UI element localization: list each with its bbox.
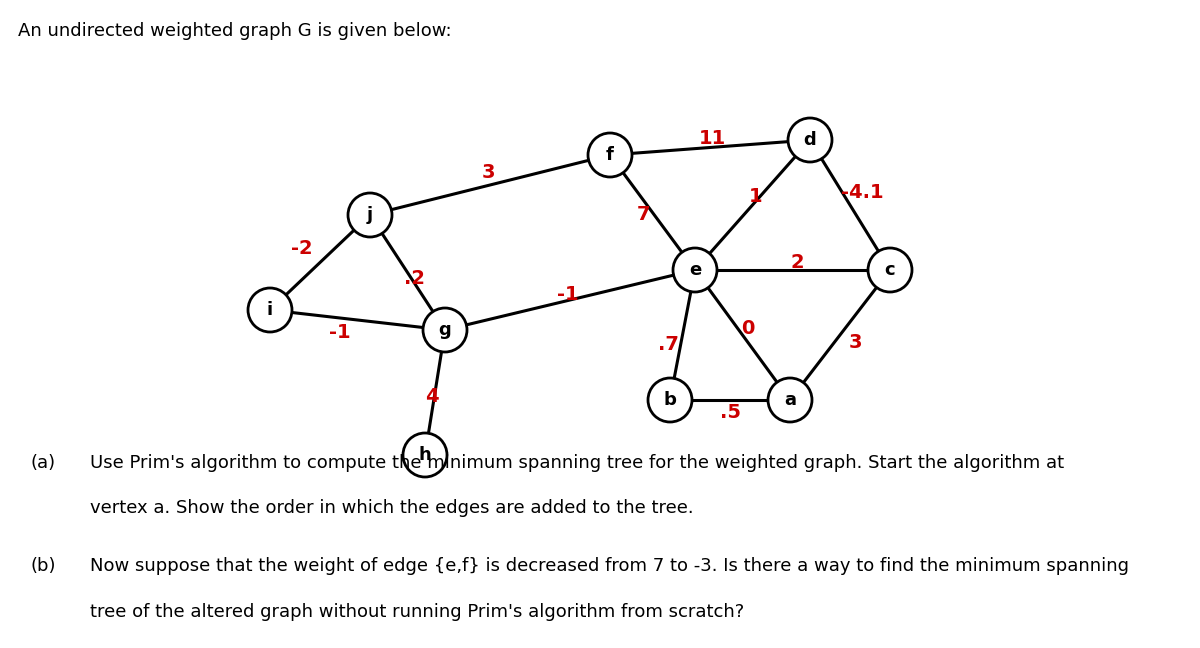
Circle shape [424,308,467,352]
Text: (a): (a) [30,454,55,472]
Text: vertex a. Show the order in which the edges are added to the tree.: vertex a. Show the order in which the ed… [90,499,694,517]
Circle shape [648,378,692,422]
Text: .5: .5 [720,404,740,422]
Text: 11: 11 [698,128,726,148]
Text: 3: 3 [481,163,494,183]
Text: 7: 7 [636,205,649,224]
Circle shape [348,193,392,237]
Circle shape [248,288,292,332]
Circle shape [403,433,446,477]
Text: -1: -1 [329,323,350,341]
Text: f: f [606,146,614,164]
Text: -2: -2 [292,238,313,257]
Text: c: c [884,261,895,279]
Text: -1: -1 [557,286,578,305]
Text: tree of the altered graph without running Prim's algorithm from scratch?: tree of the altered graph without runnin… [90,603,744,621]
Text: 0: 0 [742,319,755,338]
Text: -4.1: -4.1 [841,183,883,202]
Circle shape [788,118,832,162]
Text: 2: 2 [790,253,804,272]
Text: e: e [689,261,701,279]
Text: h: h [419,446,431,464]
Text: d: d [804,131,816,149]
Text: Use Prim's algorithm to compute the minimum spanning tree for the weighted graph: Use Prim's algorithm to compute the mini… [90,454,1064,472]
Text: 1: 1 [749,187,763,207]
Text: .7: .7 [658,336,678,354]
Text: g: g [439,321,451,339]
Text: b: b [664,391,677,409]
Text: i: i [266,301,274,319]
Text: a: a [784,391,796,409]
Circle shape [673,248,718,292]
Text: 4: 4 [425,388,439,406]
Text: Now suppose that the weight of edge {e,f} is decreased from 7 to -3. Is there a : Now suppose that the weight of edge {e,f… [90,557,1129,575]
Text: (b): (b) [30,557,55,575]
Text: 3: 3 [848,332,862,351]
Circle shape [768,378,812,422]
Text: An undirected weighted graph G is given below:: An undirected weighted graph G is given … [18,22,451,40]
Circle shape [588,133,632,177]
Text: j: j [367,206,373,224]
Text: .2: .2 [404,268,426,288]
Circle shape [868,248,912,292]
